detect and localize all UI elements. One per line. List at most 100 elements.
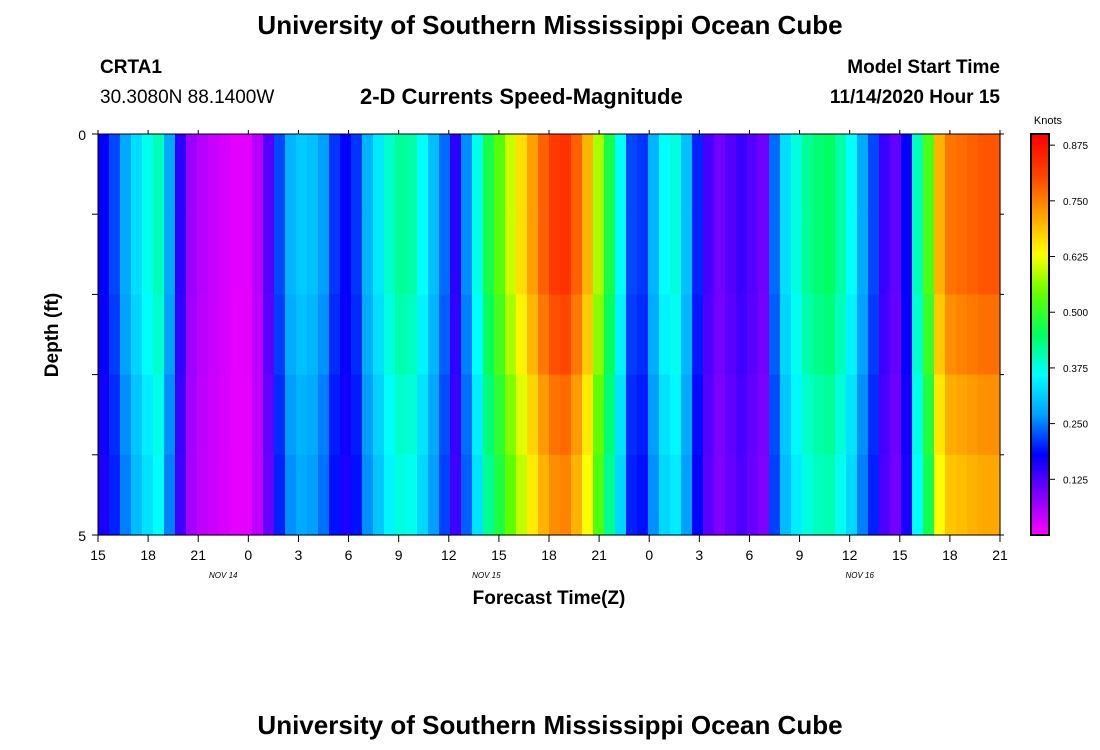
heatmap-cell xyxy=(142,374,154,456)
heatmap-cell xyxy=(615,214,627,295)
heatmap-cell xyxy=(582,134,594,215)
heatmap-cell xyxy=(131,374,143,456)
heatmap-cell xyxy=(703,454,715,536)
heatmap-cell xyxy=(582,214,594,295)
x-tick-label: 0 xyxy=(645,547,653,563)
heatmap-cell xyxy=(175,454,187,536)
heatmap-cell xyxy=(758,454,770,536)
page-title: University of Southern Mississippi Ocean… xyxy=(257,10,843,40)
heatmap-cell xyxy=(549,374,561,456)
heatmap-cell xyxy=(648,454,660,536)
heatmap-cell xyxy=(934,294,946,376)
heatmap-cell xyxy=(890,374,902,456)
colorbar-tick-label: 0.625 xyxy=(1063,253,1088,264)
heatmap-cell xyxy=(835,134,847,215)
heatmap-cell xyxy=(593,454,605,536)
heatmap-cell xyxy=(351,294,363,376)
x-tick-label: 18 xyxy=(541,547,557,563)
heatmap-cell xyxy=(186,454,198,536)
heatmap-cell xyxy=(670,214,682,295)
heatmap-cell xyxy=(890,294,902,376)
heatmap-cell xyxy=(516,294,528,376)
heatmap-cell xyxy=(109,134,121,215)
heatmap-cell xyxy=(736,294,748,376)
heatmap-cell xyxy=(956,454,968,536)
heatmap-cell xyxy=(901,374,913,456)
heatmap-cell xyxy=(252,374,264,456)
heatmap-cell xyxy=(450,454,462,536)
heatmap-cell xyxy=(274,454,286,536)
heatmap-cell xyxy=(604,214,616,295)
heatmap-cell xyxy=(637,214,649,295)
heatmap-cell xyxy=(714,134,726,215)
heatmap-cell xyxy=(384,294,396,376)
x-tick-label: 3 xyxy=(295,547,303,563)
heatmap-cell xyxy=(769,454,781,536)
heatmap-cell xyxy=(769,294,781,376)
heatmap-cell xyxy=(879,454,891,536)
heatmap-cell xyxy=(868,214,880,295)
heatmap-cell xyxy=(307,454,319,536)
heatmap-cell xyxy=(428,294,440,376)
heatmap-cell xyxy=(197,374,209,456)
heatmap-cell xyxy=(615,374,627,456)
heatmap-cell xyxy=(318,134,330,215)
heatmap-cell xyxy=(846,294,858,376)
heatmap-cell xyxy=(395,294,407,376)
heatmap-cell xyxy=(318,454,330,536)
heatmap-cell xyxy=(351,454,363,536)
heatmap-cell xyxy=(395,214,407,295)
heatmap-cell xyxy=(846,134,858,215)
heatmap-cell xyxy=(197,294,209,376)
heatmap-cell xyxy=(461,374,473,456)
heatmap-cell xyxy=(901,134,913,215)
heatmap-cell xyxy=(857,134,869,215)
heatmap-cell xyxy=(285,374,297,456)
heatmap-cell xyxy=(131,214,143,295)
heatmap-cell xyxy=(923,294,935,376)
heatmap-cell xyxy=(428,374,440,456)
heatmap-cell xyxy=(846,454,858,536)
heatmap-cell xyxy=(626,214,638,295)
heatmap-cell xyxy=(714,454,726,536)
heatmap-cell xyxy=(384,134,396,215)
heatmap-cell xyxy=(241,134,253,215)
heatmap-cell xyxy=(846,214,858,295)
heatmap-cell xyxy=(263,294,275,376)
heatmap-cell xyxy=(989,374,1001,456)
heatmap-cell xyxy=(527,214,539,295)
heatmap-cell xyxy=(164,454,176,536)
heatmap-cell xyxy=(978,374,990,456)
heatmap-cell xyxy=(791,134,803,215)
heatmap-cell xyxy=(549,134,561,215)
heatmap-cell xyxy=(571,214,583,295)
heatmap-cell xyxy=(109,294,121,376)
heatmap-cell xyxy=(406,294,418,376)
heatmap-cell xyxy=(197,214,209,295)
heatmap-cell xyxy=(131,294,143,376)
heatmap-cell xyxy=(142,294,154,376)
heatmap-cell xyxy=(494,214,506,295)
heatmap-cell xyxy=(175,214,187,295)
model-start-label: Model Start Time xyxy=(847,57,1000,78)
heatmap-cell xyxy=(98,134,110,215)
heatmap-cell xyxy=(538,294,550,376)
heatmap-cell xyxy=(560,454,572,536)
heatmap-cell xyxy=(472,214,484,295)
heatmap-cell xyxy=(857,374,869,456)
heatmap-cell xyxy=(274,214,286,295)
heatmap-cell xyxy=(186,134,198,215)
heatmap-cell xyxy=(945,454,957,536)
x-tick-label: 3 xyxy=(695,547,703,563)
heatmap-cell xyxy=(582,294,594,376)
heatmap-cell xyxy=(989,454,1001,536)
x-tick-label: 9 xyxy=(796,547,804,563)
heatmap-cell xyxy=(945,374,957,456)
heatmap-cell xyxy=(758,374,770,456)
heatmap-cell xyxy=(659,134,671,215)
colorbar-tick-label: 0.375 xyxy=(1063,364,1088,375)
heatmap-cell xyxy=(835,454,847,536)
heatmap-cell xyxy=(967,294,979,376)
colorbar-tick-label: 0.125 xyxy=(1063,475,1088,486)
